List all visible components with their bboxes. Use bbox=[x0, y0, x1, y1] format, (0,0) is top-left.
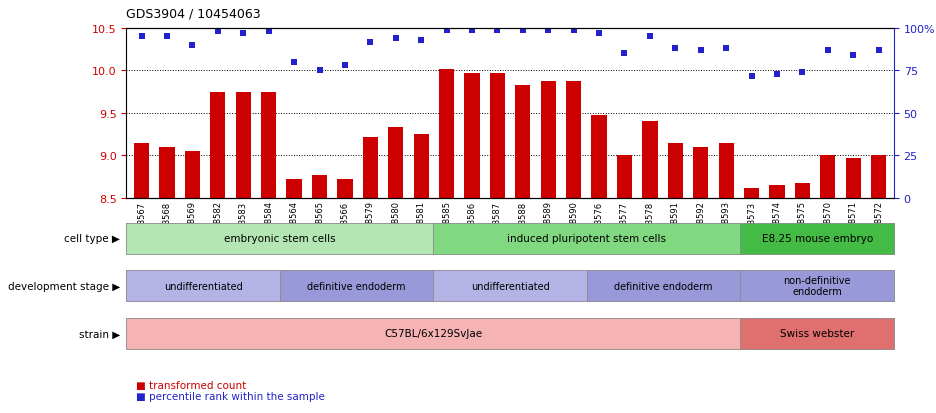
Bar bbox=[515, 85, 531, 198]
Text: cell type ▶: cell type ▶ bbox=[64, 233, 120, 244]
Bar bbox=[820, 156, 836, 198]
Bar bbox=[744, 188, 759, 198]
Bar bbox=[719, 143, 734, 198]
Text: non-definitive
endoderm: non-definitive endoderm bbox=[783, 275, 851, 297]
Bar bbox=[211, 93, 226, 198]
Text: Swiss webster: Swiss webster bbox=[780, 328, 855, 339]
Bar bbox=[617, 156, 632, 198]
Text: definitive endoderm: definitive endoderm bbox=[307, 281, 406, 291]
Text: E8.25 mouse embryo: E8.25 mouse embryo bbox=[762, 233, 872, 244]
Text: strain ▶: strain ▶ bbox=[79, 328, 120, 339]
Text: induced pluripotent stem cells: induced pluripotent stem cells bbox=[507, 233, 666, 244]
Bar bbox=[134, 143, 149, 198]
Bar bbox=[592, 115, 607, 198]
Text: undifferentiated: undifferentiated bbox=[164, 281, 242, 291]
Bar bbox=[795, 184, 810, 198]
Bar bbox=[286, 180, 301, 198]
Bar bbox=[845, 159, 861, 198]
Bar bbox=[388, 128, 403, 198]
Text: undifferentiated: undifferentiated bbox=[471, 281, 549, 291]
Bar bbox=[464, 74, 479, 198]
Text: embryonic stem cells: embryonic stem cells bbox=[224, 233, 336, 244]
Bar bbox=[337, 180, 353, 198]
Bar bbox=[871, 156, 886, 198]
Bar bbox=[312, 176, 328, 198]
Bar bbox=[667, 143, 683, 198]
Text: ■ transformed count: ■ transformed count bbox=[136, 380, 246, 390]
Text: C57BL/6x129SvJae: C57BL/6x129SvJae bbox=[385, 328, 482, 339]
Bar bbox=[490, 74, 505, 198]
Bar bbox=[414, 135, 429, 198]
Bar bbox=[439, 69, 454, 198]
Bar bbox=[566, 82, 581, 198]
Bar bbox=[184, 152, 200, 198]
Bar bbox=[236, 93, 251, 198]
Bar bbox=[693, 147, 709, 198]
Text: ■ percentile rank within the sample: ■ percentile rank within the sample bbox=[136, 392, 325, 401]
Bar bbox=[541, 81, 556, 198]
Text: GDS3904 / 10454063: GDS3904 / 10454063 bbox=[126, 8, 261, 21]
Bar bbox=[159, 147, 175, 198]
Bar bbox=[642, 122, 657, 198]
Bar bbox=[363, 137, 378, 198]
Text: development stage ▶: development stage ▶ bbox=[7, 281, 120, 291]
Text: definitive endoderm: definitive endoderm bbox=[614, 281, 713, 291]
Bar bbox=[261, 93, 276, 198]
Bar bbox=[769, 185, 784, 198]
